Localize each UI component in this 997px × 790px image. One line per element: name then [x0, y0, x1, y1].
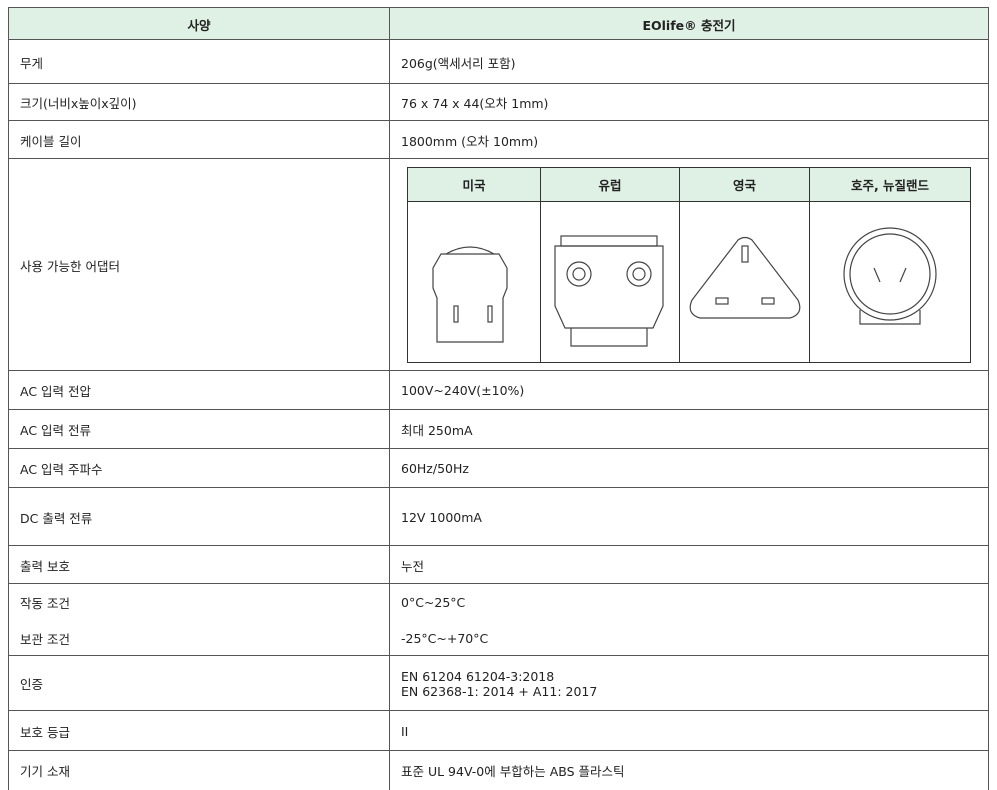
- cell-text: 무게: [20, 55, 44, 71]
- value-cell: 60Hz/50Hz: [389, 448, 989, 488]
- label-cell: 인증: [8, 655, 389, 711]
- value-cell: 206g(액세서리 포함): [389, 39, 989, 84]
- adapter-drawing: [554, 235, 664, 347]
- value-cell: 76 x 74 x 44(오차 1mm): [389, 83, 989, 121]
- value-cell: 1800mm (오차 10mm): [389, 120, 989, 159]
- cell-text: DC 출력 전류: [20, 510, 93, 526]
- label-cell: 출력 보호: [8, 545, 389, 584]
- value-line: 76 x 74 x 44(오차 1mm): [401, 96, 549, 111]
- value-line: 60Hz/50Hz: [401, 461, 469, 476]
- cell-text: 작동 조건: [20, 595, 70, 611]
- value-line: 누전: [401, 558, 425, 574]
- cell-text: 유럽: [598, 178, 622, 193]
- header-cell: EOlife® 충전기: [389, 7, 989, 40]
- value-line: II: [401, 723, 409, 739]
- label-cell: 무게: [8, 39, 389, 84]
- label-cell: DC 출력 전류: [8, 487, 389, 546]
- value-line: 100V~240V(±10%): [401, 383, 525, 398]
- value-line: 12V 1000mA: [401, 509, 482, 525]
- value-line: EN 61204 61204-3:2018: [401, 668, 555, 684]
- cell-text: 사용 가능한 어댑터: [20, 258, 120, 274]
- cell-text: EOlife® 충전기: [642, 17, 736, 33]
- value-cell: 0°C~25°C: [389, 583, 989, 620]
- value-line: 206g(액세서리 포함): [401, 55, 516, 71]
- value-cell: 표준 UL 94V-0에 부합하는 ABS 플라스틱: [389, 750, 989, 790]
- cell-text: 크기(너비x높이x깊이): [20, 96, 137, 111]
- adapter-image-cell: [679, 201, 810, 363]
- value-cell: [389, 158, 989, 371]
- adapter-image-cell: [540, 201, 680, 363]
- value-line: 1800mm (오차 10mm): [401, 133, 539, 149]
- cell-text: AC 입력 주파수: [20, 462, 103, 477]
- value-cell: 100V~240V(±10%): [389, 370, 989, 410]
- value-cell: 12V 1000mA: [389, 487, 989, 546]
- label-cell: 기기 소재: [8, 750, 389, 790]
- label-cell: 사용 가능한 어댑터: [8, 158, 389, 371]
- cell-text: 인증: [20, 677, 44, 692]
- value-cell: EN 61204 61204-3:2018 EN 62368-1: 2014 + …: [389, 655, 989, 711]
- label-cell: AC 입력 전압: [8, 370, 389, 410]
- adapter-image-cell: [407, 201, 541, 363]
- value-line: 0°C~25°C: [401, 594, 466, 610]
- cell-text: 미국: [462, 178, 486, 193]
- adapter-drawing: [432, 246, 508, 343]
- cell-text: AC 입력 전압: [20, 384, 92, 399]
- label-cell: 작동 조건: [8, 583, 389, 620]
- value-cell: II: [389, 710, 989, 751]
- cell-text: 보관 조건: [20, 631, 70, 647]
- cell-text: 사양: [187, 17, 211, 33]
- adapter-drawing: [843, 227, 937, 325]
- label-cell: AC 입력 주파수: [8, 448, 389, 488]
- adapter-header: 영국: [679, 167, 810, 202]
- value-line: 표준 UL 94V-0에 부합하는 ABS 플라스틱: [401, 764, 625, 779]
- value-line: EN 62368-1: 2014 + A11: 2017: [401, 683, 598, 699]
- cell-text: 케이블 길이: [20, 133, 82, 149]
- cell-text: 기기 소재: [20, 764, 70, 779]
- label-cell: 크기(너비x높이x깊이): [8, 83, 389, 121]
- header-cell: 사양: [8, 7, 389, 40]
- value-cell: 누전: [389, 545, 989, 584]
- cell-text: 영국: [732, 178, 756, 193]
- adapter-drawing: [689, 236, 801, 319]
- adapter-image-cell: [809, 201, 971, 363]
- adapter-header: 유럽: [540, 167, 680, 202]
- cell-text: 출력 보호: [20, 558, 70, 574]
- value-line: -25°C~+70°C: [401, 630, 489, 646]
- value-line: 최대 250mA: [401, 423, 473, 438]
- cell-text: AC 입력 전류: [20, 423, 92, 438]
- label-cell: 보호 등급: [8, 710, 389, 751]
- value-cell: -25°C~+70°C: [389, 619, 989, 656]
- cell-text: 호주, 뉴질랜드: [850, 178, 930, 193]
- label-cell: 보관 조건: [8, 619, 389, 656]
- label-cell: 케이블 길이: [8, 120, 389, 159]
- cell-text: 보호 등급: [20, 724, 70, 740]
- adapter-header: 미국: [407, 167, 541, 202]
- value-cell: 최대 250mA: [389, 409, 989, 449]
- adapter-header: 호주, 뉴질랜드: [809, 167, 971, 202]
- label-cell: AC 입력 전류: [8, 409, 389, 449]
